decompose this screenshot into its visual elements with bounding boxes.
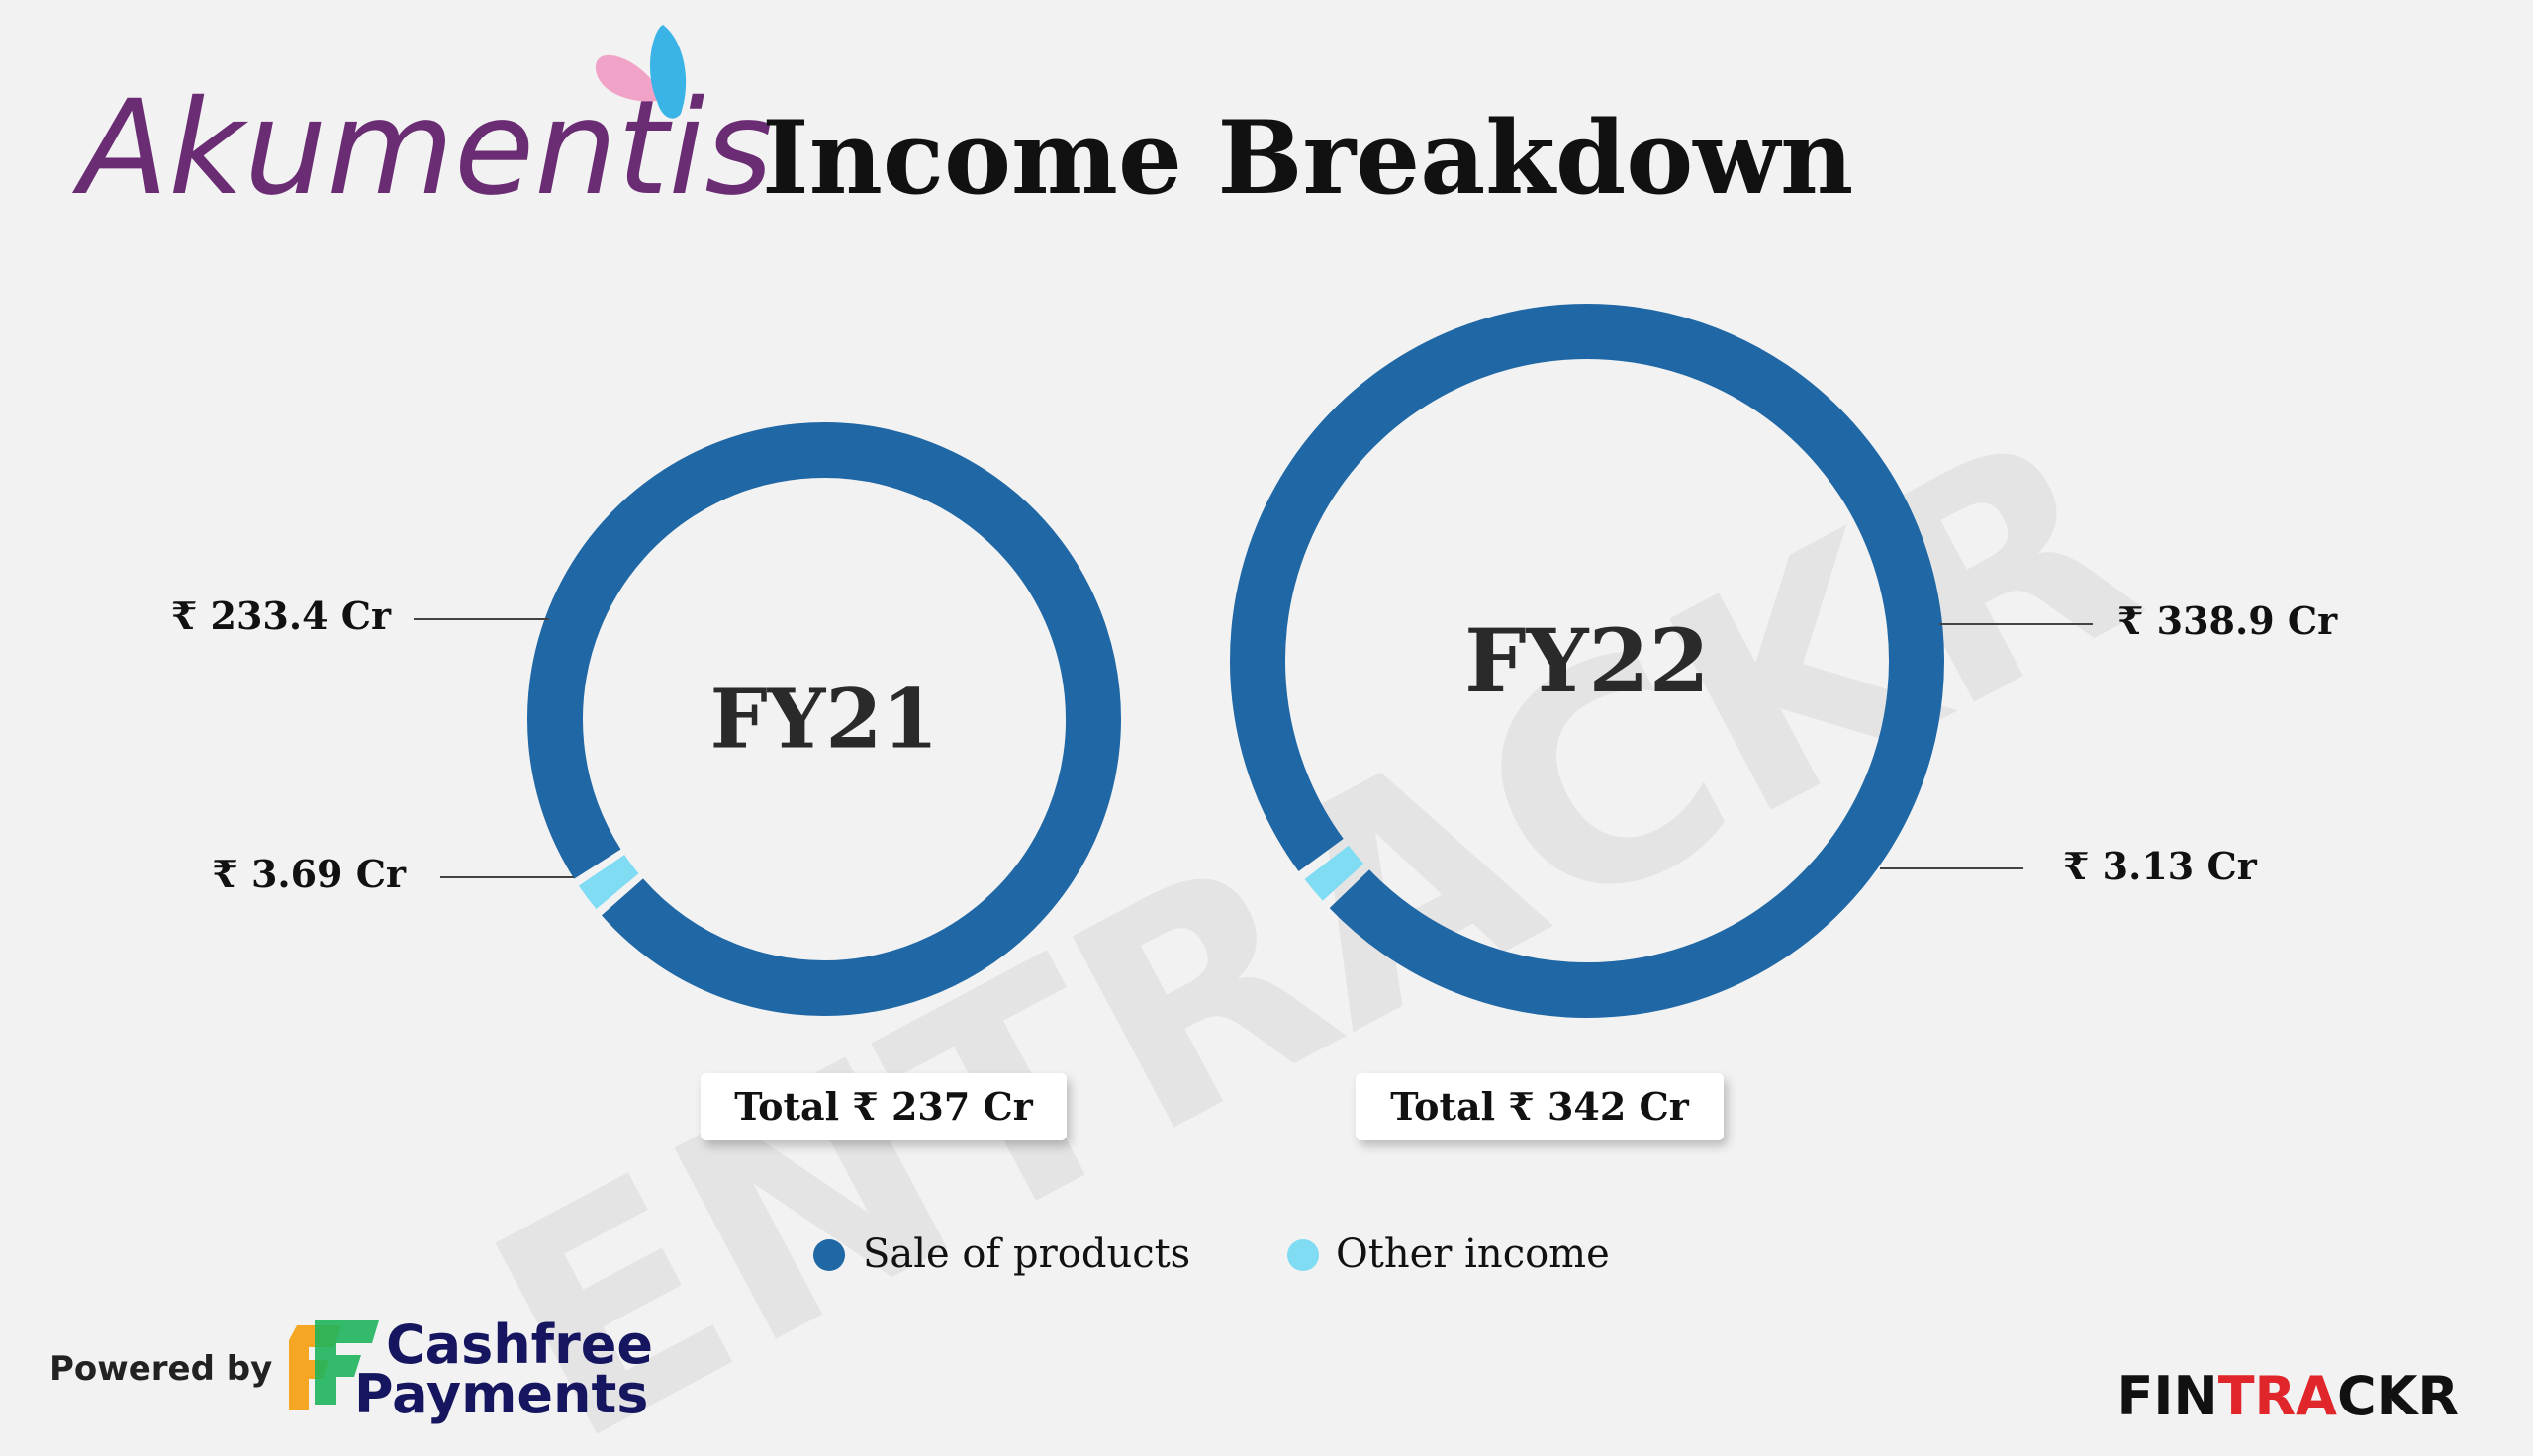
total-box-fy21: Total ₹ 237 Cr bbox=[701, 1073, 1067, 1140]
center-label-fy22: FY22 bbox=[1464, 609, 1710, 712]
cashfree-mark-accent-icon bbox=[315, 1320, 379, 1405]
company-logo-text: Akumentis bbox=[71, 72, 773, 225]
sponsor-logo: Cashfree Payments bbox=[289, 1314, 653, 1425]
page-title: Income Breakdown bbox=[762, 99, 1853, 218]
total-label-fy22: Total ₹ 342 Cr bbox=[1390, 1084, 1690, 1129]
legend-swatch-sale bbox=[813, 1239, 845, 1271]
butterfly-icon bbox=[595, 54, 657, 102]
slice-sale-of-products-fy22 bbox=[1229, 304, 1944, 1018]
sponsor-name-line2: Payments bbox=[354, 1363, 648, 1425]
donut-chart-fy22: FY22 bbox=[1229, 304, 1944, 1018]
slice-label-fy21-sale: ₹ 233.4 Cr bbox=[171, 593, 392, 638]
company-logo: Akumentis bbox=[71, 25, 773, 225]
total-label-fy21: Total ₹ 237 Cr bbox=[734, 1084, 1034, 1129]
slice-label-fy21-other: ₹ 3.69 Cr bbox=[212, 852, 407, 896]
callout-fy22-other: ₹ 3.13 Cr bbox=[1880, 844, 2258, 888]
slice-other-income-fy22 bbox=[1304, 845, 1364, 901]
publisher-logo: FINTRACKR bbox=[2117, 1365, 2459, 1427]
powered-by-text: Powered by bbox=[49, 1349, 272, 1389]
callout-fy22-sale: ₹ 338.9 Cr bbox=[1939, 598, 2338, 643]
slice-other-income-fy21 bbox=[578, 854, 639, 910]
legend-swatch-other bbox=[1287, 1239, 1319, 1271]
legend: Sale of products Other income bbox=[813, 1231, 1610, 1277]
slice-sale-of-products-fy21 bbox=[527, 422, 1121, 1016]
center-label-fy21: FY21 bbox=[710, 673, 939, 768]
sponsor-name-line1: Cashfree bbox=[386, 1314, 653, 1376]
slice-label-fy22-sale: ₹ 338.9 Cr bbox=[2117, 598, 2338, 643]
callout-fy21-other: ₹ 3.69 Cr bbox=[212, 852, 574, 896]
legend-label-sale: Sale of products bbox=[863, 1231, 1190, 1277]
donut-chart-fy21: FY21 bbox=[527, 422, 1121, 1016]
butterfly-wing-icon bbox=[650, 25, 687, 119]
total-box-fy22: Total ₹ 342 Cr bbox=[1356, 1073, 1724, 1140]
callout-fy21-sale: ₹ 233.4 Cr bbox=[171, 593, 549, 638]
slice-label-fy22-other: ₹ 3.13 Cr bbox=[2063, 844, 2258, 888]
legend-label-other: Other income bbox=[1336, 1231, 1610, 1277]
